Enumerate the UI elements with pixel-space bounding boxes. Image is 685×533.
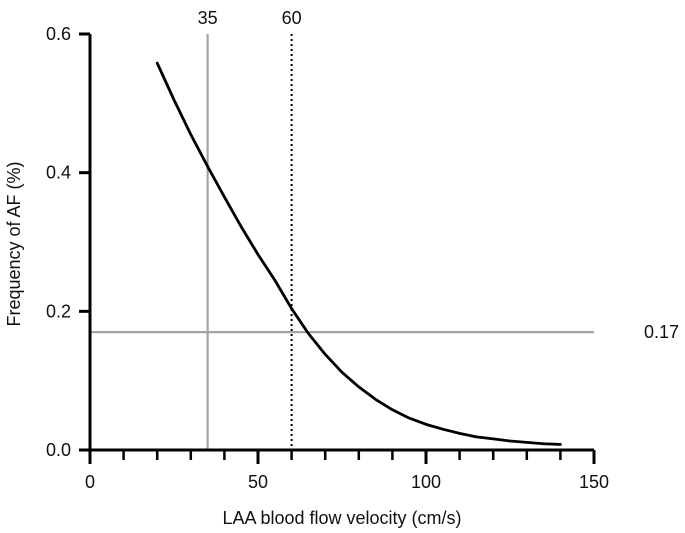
reference-label-x-60: 60 [282,8,302,28]
reference-label-x-35: 35 [198,8,218,28]
x-axis-title: LAA blood flow velocity (cm/s) [222,508,461,528]
series-line-frequency-of-af [155,61,562,446]
reference-lines: 35 60 0.17 [90,8,679,450]
y-tick-label-0.2: 0.2 [46,301,71,321]
y-axis-title: Frequency of AF (%) [4,161,24,326]
reference-label-y-0.17: 0.17 [644,322,679,342]
x-axis-ticks: 0 50 100 150 [85,450,609,492]
x-tick-label-100: 100 [411,472,441,492]
y-axis-ticks: 0.0 0.2 0.4 0.6 [46,24,90,460]
x-tick-label-150: 150 [579,472,609,492]
y-tick-label-0.4: 0.4 [46,163,71,183]
y-tick-label-0: 0.0 [46,440,71,460]
axes: 0 50 100 150 0.0 0.2 0.4 0.6 [46,24,609,492]
x-tick-label-0: 0 [85,472,95,492]
y-tick-label-0.6: 0.6 [46,24,71,44]
x-tick-label-50: 50 [248,472,268,492]
